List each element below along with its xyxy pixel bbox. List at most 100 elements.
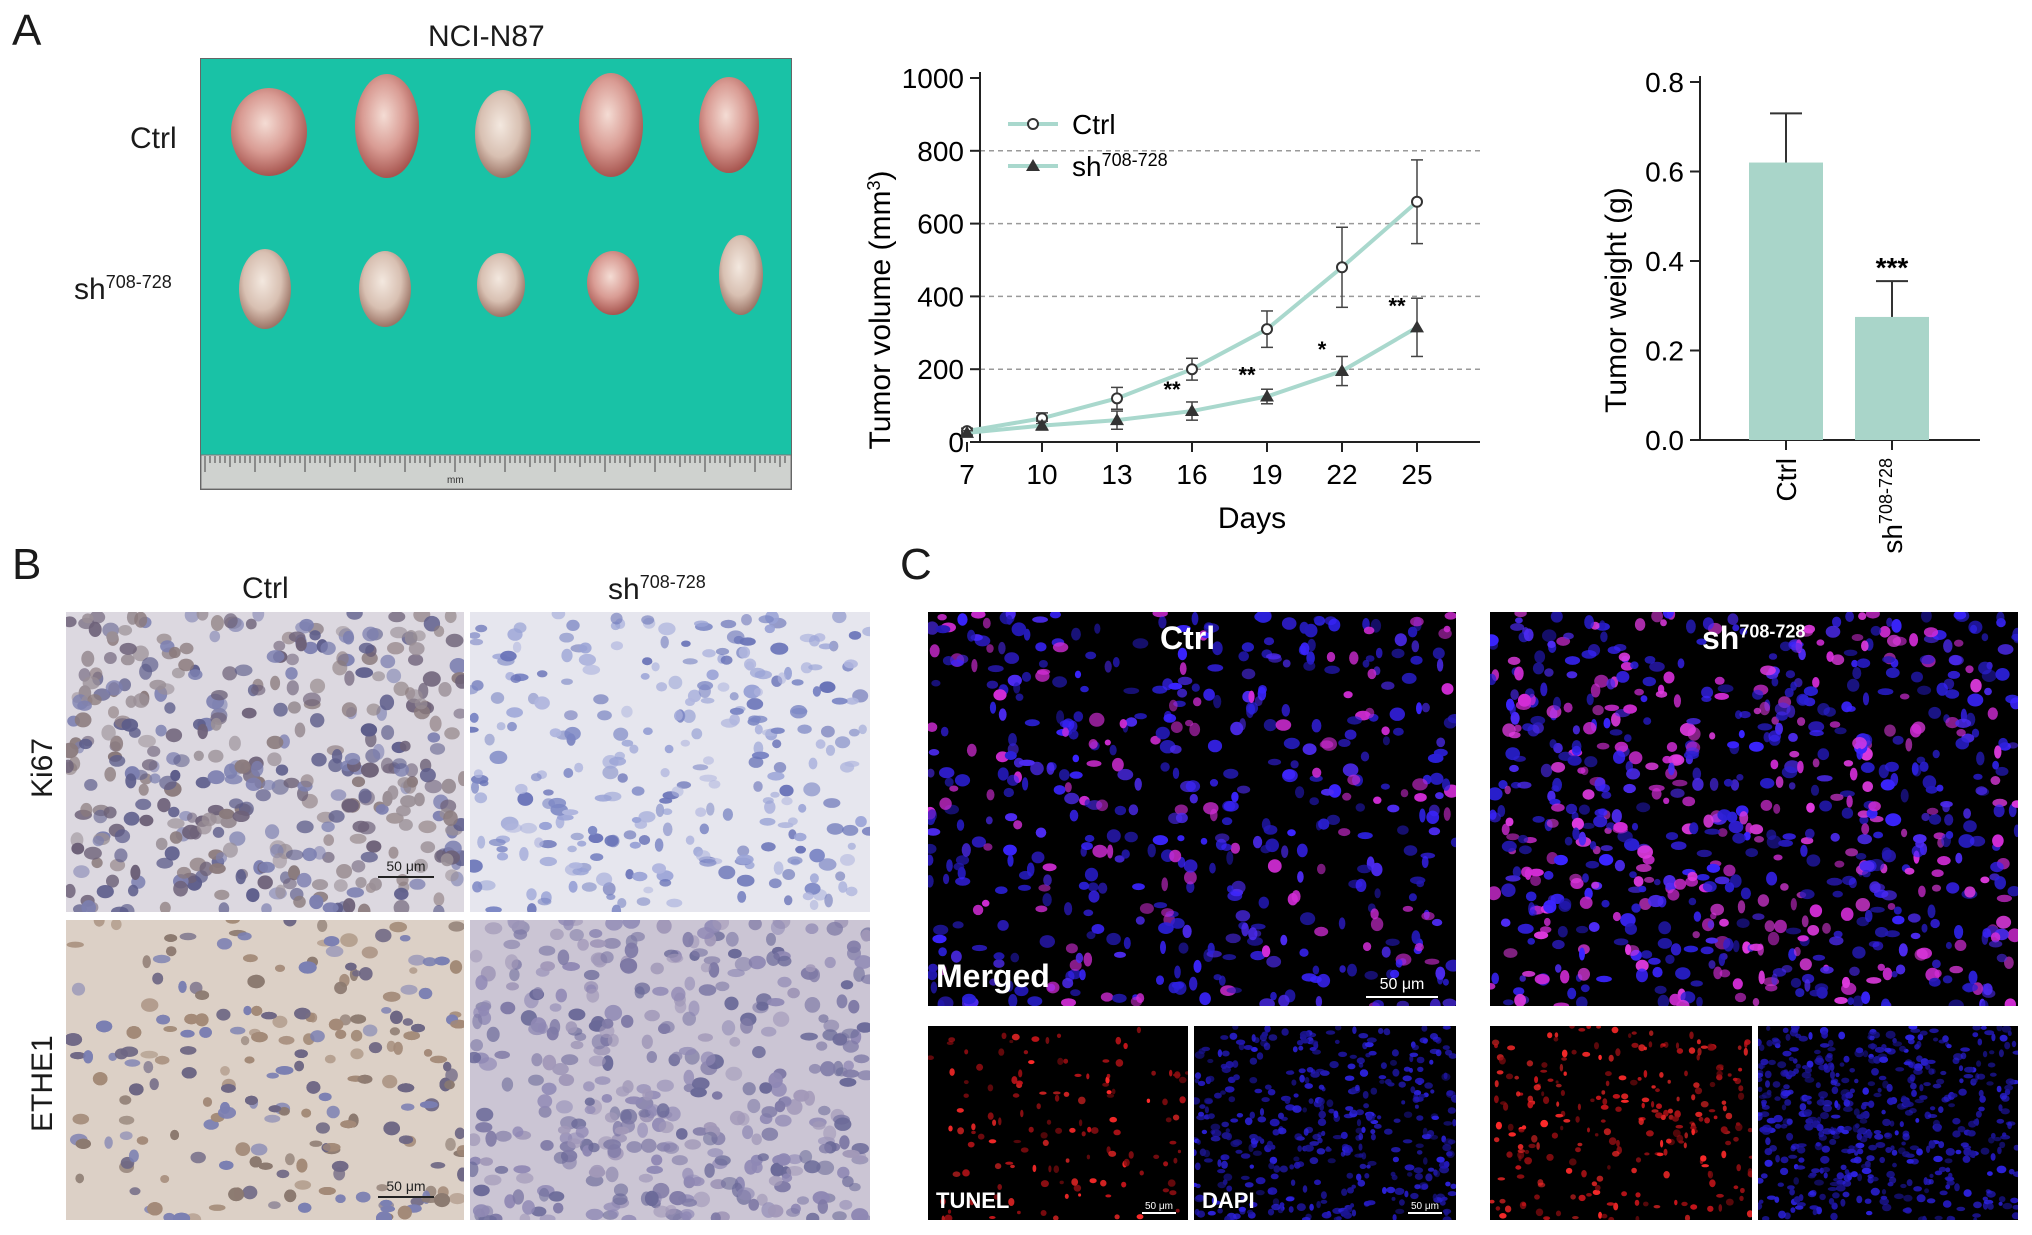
cell-nucleus [266, 735, 284, 750]
ruler: mm [200, 454, 792, 490]
cell-nucleus [1543, 1096, 1550, 1104]
cell-nucleus [357, 1074, 373, 1084]
cell-nucleus [1540, 1069, 1548, 1073]
cell-nucleus [258, 1162, 273, 1170]
cell-nucleus [797, 724, 812, 734]
cell-nucleus [1958, 1088, 1967, 1096]
cell-nucleus [756, 1193, 768, 1206]
cell-nucleus [1915, 839, 1925, 848]
cell-nucleus [546, 1026, 559, 1041]
cell-nucleus [471, 781, 479, 794]
cell-nucleus [729, 707, 744, 715]
cell-nucleus [1249, 1057, 1258, 1065]
cell-nucleus [589, 929, 603, 938]
cell-nucleus [1638, 1044, 1646, 1052]
cell-nucleus [928, 875, 934, 888]
ctrl-tumor-5 [699, 77, 759, 173]
cell-nucleus [962, 1169, 970, 1177]
cell-nucleus [1846, 705, 1856, 712]
cell-nucleus [1561, 1049, 1568, 1058]
significance-label: ** [1388, 293, 1406, 318]
cell-nucleus [1885, 813, 1902, 827]
cell-nucleus [1429, 1048, 1440, 1055]
cell-nucleus [643, 886, 654, 894]
cell-nucleus [1899, 1045, 1906, 1052]
cell-nucleus [1161, 877, 1168, 892]
significance-label: ** [1238, 363, 1256, 388]
cell-nucleus [935, 625, 951, 634]
cell-nucleus [165, 728, 183, 743]
cell-nucleus [697, 1033, 713, 1042]
cell-nucleus [1293, 1156, 1300, 1162]
cell-nucleus [1933, 1037, 1939, 1042]
ihc-ethe1-sh-image [470, 920, 870, 1220]
cell-nucleus [928, 809, 937, 822]
cell-nucleus [774, 1100, 786, 1113]
cell-nucleus [1829, 1181, 1840, 1187]
cell-nucleus [1320, 1199, 1328, 1204]
cell-nucleus [1301, 1038, 1310, 1044]
cell-nucleus [1628, 1033, 1632, 1039]
cell-nucleus [376, 1211, 392, 1220]
cell-nucleus [1945, 717, 1960, 729]
cell-nucleus [781, 1173, 793, 1183]
cell-nucleus [179, 642, 194, 655]
cell-nucleus [1917, 1034, 1924, 1041]
cell-nucleus [1982, 1050, 1988, 1058]
cell-nucleus [1169, 1190, 1177, 1196]
cell-nucleus [605, 1166, 619, 1183]
cell-nucleus [159, 901, 171, 912]
cell-nucleus [317, 920, 328, 932]
cell-nucleus [1724, 882, 1735, 893]
cell-nucleus [1594, 1133, 1599, 1137]
cell-nucleus [454, 1127, 464, 1140]
cell-nucleus [1682, 796, 1696, 807]
cell-nucleus [1906, 1179, 1913, 1187]
cell-nucleus [1073, 1184, 1082, 1192]
cell-nucleus [163, 1212, 175, 1220]
cell-nucleus [140, 1050, 158, 1059]
cell-nucleus [561, 678, 573, 685]
cell-nucleus [567, 1138, 582, 1149]
cell-nucleus [1106, 932, 1121, 946]
cell-nucleus [1217, 1208, 1223, 1214]
cell-nucleus [2011, 1040, 2017, 1048]
cell-nucleus [1564, 836, 1573, 846]
cell-nucleus [1808, 1032, 1813, 1040]
cell-nucleus [1038, 884, 1051, 892]
cell-nucleus [1376, 1115, 1382, 1120]
cell-nucleus [164, 702, 176, 714]
cell-nucleus [105, 680, 123, 696]
cell-nucleus [1716, 1070, 1723, 1077]
cell-nucleus [509, 968, 520, 982]
cell-nucleus [1517, 923, 1534, 934]
cell-nucleus [408, 642, 425, 656]
cell-nucleus [1771, 677, 1779, 687]
cell-nucleus [1855, 1047, 1864, 1054]
cell-nucleus [325, 945, 344, 957]
cell-nucleus [1247, 1209, 1254, 1215]
cell-nucleus [1868, 1031, 1874, 1036]
cell-nucleus [1360, 751, 1370, 762]
cell-nucleus [1096, 799, 1109, 812]
cell-nucleus [834, 1117, 852, 1131]
cell-nucleus [1231, 791, 1239, 803]
cell-nucleus [671, 1155, 688, 1166]
cell-nucleus [470, 1133, 481, 1147]
tunel-ctrl-title: Ctrl [1160, 620, 1216, 656]
cell-nucleus [360, 851, 378, 863]
cell-nucleus [1582, 1051, 1591, 1057]
cell-nucleus [1790, 1207, 1796, 1213]
cell-nucleus [1578, 1194, 1586, 1202]
cell-nucleus [671, 1051, 683, 1061]
cell-nucleus [1929, 1106, 1936, 1111]
cell-nucleus [270, 675, 281, 691]
cell-nucleus [1232, 1026, 1239, 1030]
cell-nucleus [1297, 871, 1304, 883]
cell-nucleus [1999, 1034, 2008, 1042]
cell-nucleus [1552, 777, 1562, 792]
cell-nucleus [1588, 922, 1600, 932]
cell-nucleus [987, 1084, 994, 1092]
cell-nucleus [331, 749, 343, 764]
cell-nucleus [1387, 804, 1400, 813]
